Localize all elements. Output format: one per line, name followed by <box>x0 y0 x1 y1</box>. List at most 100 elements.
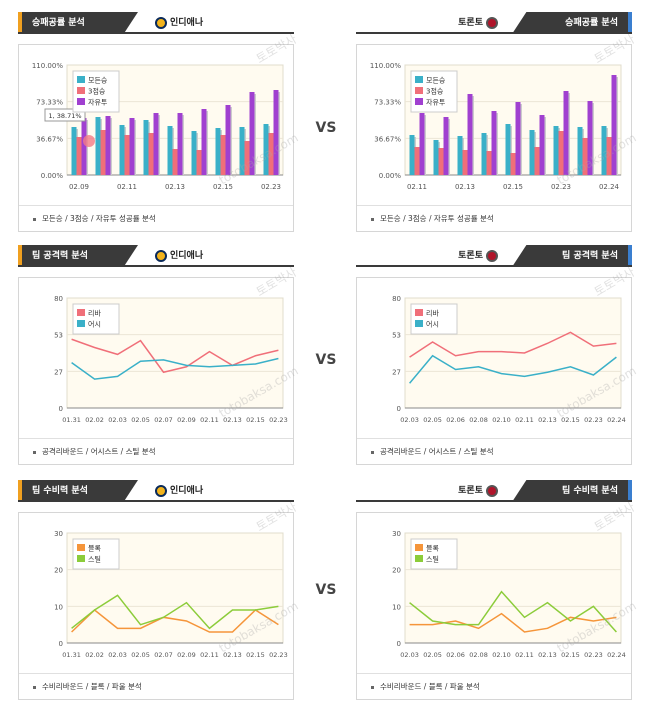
series-line[interactable] <box>71 609 279 633</box>
x-tick-label: 02.15 <box>503 183 523 191</box>
y-tick-label: 80 <box>392 295 401 303</box>
legend-label: 3점승 <box>426 88 444 96</box>
bar[interactable] <box>433 140 439 175</box>
bar[interactable] <box>167 126 173 175</box>
bar[interactable] <box>443 117 449 175</box>
x-tick-label: 02.10 <box>492 416 511 424</box>
chart-footer: 공격리바운드 / 어시스트 / 스틸 분석 <box>357 438 631 464</box>
chart-box: 모든승 / 3점승 / 자유투 성공률 분석 0.00% 36.67% 73.33% 1… <box>356 44 632 232</box>
x-tick-label: 02.11 <box>117 183 137 191</box>
bar[interactable] <box>558 131 564 175</box>
x-tick-label: 01.31 <box>62 651 81 659</box>
bar[interactable] <box>587 101 593 175</box>
x-tick-label: 02.03 <box>108 416 127 424</box>
bar[interactable] <box>481 133 487 175</box>
team-label: 토론토 <box>458 18 483 28</box>
bar[interactable] <box>100 130 106 175</box>
bar[interactable] <box>129 118 135 175</box>
series-line[interactable] <box>71 594 279 630</box>
header-rule <box>356 32 632 34</box>
x-tick-label: 02.15 <box>213 183 233 191</box>
x-tick-label: 02.03 <box>400 651 419 659</box>
bar[interactable] <box>105 116 111 175</box>
bar[interactable] <box>81 118 87 175</box>
bar[interactable] <box>539 115 545 175</box>
legend-label: 리바 <box>88 309 101 318</box>
bar[interactable] <box>196 150 202 175</box>
p2-panel: 승패공률 분석 토론토 모든승 / 3점승 / 자유투 성공률 분석 0.00% 36.… <box>356 12 639 232</box>
bar[interactable] <box>215 128 221 175</box>
y-tick-label: 0 <box>397 405 401 413</box>
series-line[interactable] <box>409 331 617 358</box>
bar[interactable] <box>172 149 178 175</box>
y-tick-label: 36.67% <box>374 135 401 143</box>
vs-label: VS <box>315 582 337 598</box>
bar[interactable] <box>244 141 250 175</box>
bar[interactable] <box>71 127 77 175</box>
bar[interactable] <box>462 150 468 175</box>
bar[interactable] <box>409 135 415 175</box>
bar[interactable] <box>467 94 473 175</box>
bar[interactable] <box>486 151 492 175</box>
bar[interactable] <box>505 124 511 175</box>
x-tick-label: 02.24 <box>607 651 626 659</box>
bar[interactable] <box>268 133 274 175</box>
bar[interactable] <box>414 147 420 175</box>
x-tick-label: 02.09 <box>177 416 196 424</box>
bar[interactable] <box>119 125 125 175</box>
bar[interactable] <box>239 127 245 175</box>
bar[interactable] <box>148 133 154 175</box>
legend-box <box>72 538 120 570</box>
bar[interactable] <box>438 148 444 175</box>
bar[interactable] <box>611 75 617 175</box>
bar[interactable] <box>273 90 279 175</box>
bar[interactable] <box>249 92 255 175</box>
bullet-icon <box>371 217 374 221</box>
bar[interactable] <box>563 91 569 175</box>
chart-footer: 수비리바운드 / 블록 / 파울 분석 <box>19 673 293 699</box>
chart-footer: 수비리바운드 / 블록 / 파울 분석 <box>357 673 631 699</box>
series-line[interactable] <box>71 338 279 374</box>
team-name: 인디애나 <box>155 16 203 30</box>
y-tick-label: 0 <box>397 640 401 648</box>
bar[interactable] <box>153 113 159 175</box>
bar[interactable] <box>143 120 149 175</box>
bar[interactable] <box>510 153 516 175</box>
bar[interactable] <box>515 102 521 175</box>
x-tick-label: 02.07 <box>154 416 173 424</box>
bar[interactable] <box>177 113 183 175</box>
x-tick-label: 02.03 <box>400 416 419 424</box>
bar[interactable] <box>225 105 231 175</box>
bar[interactable] <box>534 147 540 175</box>
legend-label: 블록 <box>426 544 439 553</box>
x-tick-label: 02.11 <box>515 651 534 659</box>
team-name: 인디애나 <box>155 484 203 498</box>
x-tick-label: 02.24 <box>607 416 626 424</box>
bar[interactable] <box>76 137 82 175</box>
x-tick-label: 02.05 <box>131 651 150 659</box>
bar[interactable] <box>220 135 226 175</box>
bar[interactable] <box>601 126 607 175</box>
series-line[interactable] <box>71 357 279 380</box>
bar[interactable] <box>582 138 588 175</box>
bar[interactable] <box>201 109 207 175</box>
legend-label: 자유투 <box>88 98 108 107</box>
bar[interactable] <box>263 124 269 175</box>
bar[interactable] <box>95 117 101 175</box>
y-tick-label: 0 <box>59 640 63 648</box>
legend-box <box>410 303 458 335</box>
bar[interactable] <box>419 113 425 175</box>
series-line[interactable] <box>409 354 617 384</box>
team-label: 인디애나 <box>170 486 204 496</box>
series-line[interactable] <box>409 590 617 633</box>
bar[interactable] <box>124 135 130 175</box>
bar[interactable] <box>577 127 583 175</box>
p5-panel: 팀 수비력 분석 인디애나 수비리바운드 / 블록 / 파울 분석 0 10 20 30 01… <box>18 480 301 700</box>
bar[interactable] <box>606 137 612 175</box>
bar[interactable] <box>457 136 463 175</box>
bar[interactable] <box>491 111 497 175</box>
bar[interactable] <box>553 126 559 175</box>
bar[interactable] <box>191 131 197 175</box>
bar[interactable] <box>529 130 535 175</box>
